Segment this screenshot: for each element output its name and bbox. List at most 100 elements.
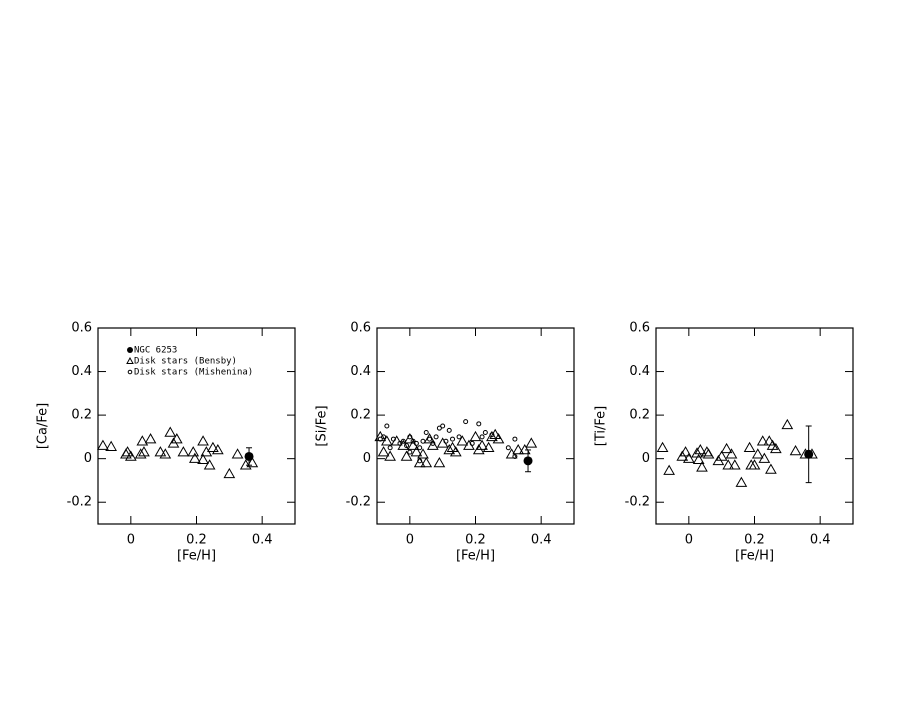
data-point	[211, 443, 224, 455]
data-point	[722, 459, 735, 470]
data-point	[144, 433, 157, 444]
data-point	[105, 440, 117, 451]
x-tick-label: 0.2	[744, 533, 765, 548]
data-point	[763, 435, 776, 446]
data-point	[377, 436, 383, 442]
data-point	[482, 430, 488, 436]
data-point	[407, 449, 413, 455]
data-point	[433, 457, 446, 468]
data-point	[702, 448, 715, 459]
data-point	[427, 436, 433, 442]
data-point	[400, 438, 406, 444]
data-point	[725, 448, 738, 459]
data-point	[397, 440, 403, 446]
data-point	[443, 443, 456, 455]
data-point	[656, 441, 669, 453]
y-tick-label: -0.2	[346, 495, 371, 510]
y-tick-label: 0.2	[71, 408, 92, 423]
y-tick-label: 0.6	[629, 321, 650, 336]
x-axis-label: [Fe/H]	[735, 549, 774, 564]
data-point	[748, 459, 761, 470]
data-point	[433, 434, 439, 440]
data-point	[138, 446, 150, 457]
y-tick-label: 0.4	[629, 364, 650, 379]
data-point	[443, 438, 449, 444]
data-point	[735, 476, 748, 487]
data-point	[231, 448, 244, 459]
data-point	[512, 453, 518, 459]
data-point	[423, 433, 436, 444]
x-tick-label: 0	[127, 533, 135, 548]
data-point	[97, 439, 109, 450]
data-point	[420, 438, 426, 444]
x-tick-label: 0.2	[186, 533, 207, 548]
data-point	[188, 452, 201, 463]
data-point	[426, 439, 439, 450]
data-point	[456, 434, 462, 440]
data-point	[387, 445, 393, 451]
data-point	[136, 435, 149, 446]
data-point	[476, 439, 488, 450]
data-point	[446, 441, 459, 453]
data-point	[486, 430, 498, 442]
data-point	[380, 435, 393, 446]
data-point	[404, 443, 410, 449]
data-point	[121, 446, 134, 457]
data-point	[384, 450, 396, 461]
data-point	[449, 446, 462, 457]
data-point	[154, 446, 167, 457]
data-point	[436, 425, 442, 431]
data-point	[691, 447, 703, 458]
data-point	[799, 448, 812, 459]
data-point	[207, 441, 219, 453]
data-point	[525, 437, 538, 448]
data-point	[410, 446, 423, 457]
x-tick-label: 0.2	[465, 533, 486, 548]
plot-frame	[655, 327, 854, 525]
data-point	[463, 419, 469, 425]
data-point	[377, 446, 390, 457]
data-point	[694, 443, 707, 455]
data-point	[769, 442, 782, 454]
data-point	[789, 445, 802, 456]
data-point	[469, 440, 475, 446]
data-point	[413, 440, 419, 446]
data-point	[692, 453, 705, 465]
data-point	[170, 433, 183, 444]
data-point	[203, 459, 216, 470]
data-point	[479, 434, 485, 440]
y-tick-label: 0.4	[350, 364, 371, 379]
data-point	[765, 463, 777, 474]
y-tick-label: 0.6	[71, 321, 92, 336]
data-point	[400, 450, 413, 461]
data-point	[420, 457, 433, 468]
legend-marker	[127, 347, 133, 353]
data-point	[512, 436, 518, 442]
data-point	[476, 421, 482, 427]
legend-label: Disk stars (Bensby)	[134, 357, 237, 367]
y-tick-label: 0.6	[350, 321, 371, 336]
data-point	[781, 418, 794, 430]
plot-frame	[376, 327, 575, 525]
data-point	[679, 446, 692, 457]
data-point	[518, 443, 531, 455]
data-point	[523, 456, 533, 466]
x-tick-label: 0.4	[810, 533, 831, 548]
data-point	[482, 441, 495, 453]
data-point	[244, 451, 254, 461]
y-tick-label: 0	[363, 451, 371, 466]
data-point	[440, 423, 446, 429]
y-tick-label: 0	[84, 451, 92, 466]
data-point	[124, 450, 137, 461]
data-point	[134, 448, 147, 459]
data-point	[407, 434, 413, 440]
legend-label: Disk stars (Mishenina)	[134, 368, 253, 378]
data-point	[246, 457, 259, 468]
data-point	[159, 448, 172, 459]
x-tick-label: 0	[406, 533, 414, 548]
data-point	[164, 426, 177, 437]
y-axis-label: [Ca/Fe]	[36, 403, 51, 449]
data-point	[715, 450, 728, 461]
data-point	[751, 448, 764, 459]
y-tick-label: -0.2	[67, 495, 92, 510]
